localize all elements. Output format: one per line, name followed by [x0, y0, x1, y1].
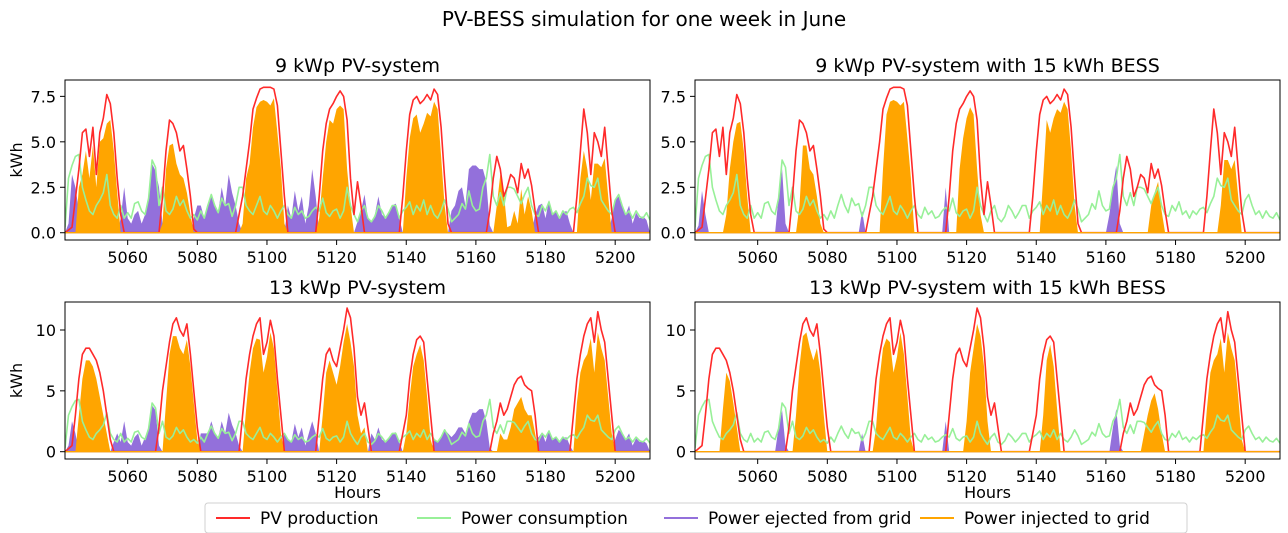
y-tick-label: 2.5 [31, 178, 56, 197]
x-tick-label: 5120 [316, 248, 357, 267]
y-axis-label: kWh [7, 142, 26, 177]
x-tick-label: 5080 [807, 248, 848, 267]
legend: PV production Power consumption Power ej… [204, 502, 1188, 533]
plot-area [695, 86, 1280, 234]
area-power-ejected-from-grid [65, 405, 650, 452]
y-tick-label: 10 [36, 321, 56, 340]
x-tick-label: 5100 [877, 248, 918, 267]
y-tick-label: 5.0 [31, 133, 56, 152]
y-tick-label: 7.5 [31, 87, 56, 106]
line-pv-production [65, 307, 650, 453]
x-tick-label: 5160 [1086, 467, 1127, 486]
x-tick-label: 5120 [946, 248, 987, 267]
legend-label-pv-production: PV production [260, 509, 379, 529]
x-tick-label: 5140 [386, 248, 427, 267]
area-power-ejected-from-grid [695, 409, 1124, 452]
y-tick-label: 7.5 [661, 87, 686, 106]
legend-label-power-consumption: Power consumption [461, 509, 628, 529]
x-tick-label: 5200 [595, 467, 636, 486]
x-tick-label: 5200 [1225, 248, 1266, 267]
area-power-injected-to-grid [65, 323, 650, 452]
x-tick-label: 5080 [177, 467, 218, 486]
x-tick-label: 5180 [1155, 467, 1196, 486]
y-tick-label: 0.0 [661, 224, 686, 243]
chart-panels: 5060 5080 5100 5120 5140 5160 5180 52000.02.55.… [7, 55, 1281, 502]
x-tick-label: 5160 [1086, 248, 1127, 267]
x-tick-label: 5060 [107, 467, 148, 486]
area-power-ejected-from-grid [65, 163, 650, 233]
x-tick-label: 5080 [807, 467, 848, 486]
plot-area [65, 307, 650, 453]
subplot-title: 9 kWp PV-system [275, 55, 440, 77]
subplot-title: 13 kWp PV-system with 15 kWh BESS [809, 277, 1166, 299]
x-axis-label: Hours [964, 483, 1011, 502]
line-power-consumption [65, 398, 650, 449]
axes-frame [694, 301, 1281, 460]
y-tick-label: 0 [46, 443, 56, 462]
x-tick-label: 5140 [386, 467, 427, 486]
x-tick-label: 5120 [946, 467, 987, 486]
y-axis-label: kWh [7, 363, 26, 398]
x-tick-label: 5120 [316, 467, 357, 486]
plot-area [695, 307, 1280, 453]
y-tick-label: 10 [666, 321, 686, 340]
figure-title: PV-BESS simulation for one week in June [442, 7, 846, 31]
x-tick-label: 5080 [177, 248, 218, 267]
x-tick-label: 5140 [1016, 248, 1057, 267]
chart-panel-2: 5060 5080 5100 5120 5140 5160 5180 5200 0.0 2.5 5.… [661, 55, 1281, 267]
area-power-injected-to-grid [695, 100, 1280, 233]
y-tick-label: 2.5 [661, 178, 686, 197]
chart-panel-1: 5060 5080 5100 5120 5140 5160 5180 5200 0.0 2.5 5.… [7, 55, 651, 267]
x-tick-label: 5060 [737, 248, 778, 267]
y-tick-label: 5 [676, 382, 686, 401]
legend-label-power-ejected: Power ejected from grid [708, 509, 911, 529]
area-power-injected-to-grid [65, 98, 650, 233]
x-tick-label: 5180 [1155, 248, 1196, 267]
x-tick-label: 5100 [247, 248, 288, 267]
x-tick-label: 5160 [456, 248, 497, 267]
y-tick-label: 0 [676, 443, 686, 462]
x-tick-label: 5060 [737, 467, 778, 486]
x-tick-label: 5200 [595, 248, 636, 267]
axes-frame [64, 301, 651, 460]
line-pv-production [695, 86, 1280, 234]
subplot-title: 13 kWp PV-system [269, 277, 446, 299]
legend-label-power-injected: Power injected to grid [964, 509, 1150, 529]
x-tick-label: 5100 [247, 467, 288, 486]
axes-frame [64, 79, 651, 241]
line-pv-production [65, 86, 650, 234]
y-tick-label: 5.0 [661, 133, 686, 152]
plot-area [65, 86, 650, 234]
x-tick-label: 5100 [877, 467, 918, 486]
x-tick-label: 5160 [456, 467, 497, 486]
y-tick-label: 0.0 [31, 224, 56, 243]
line-pv-production [695, 307, 1280, 453]
chart-panel-4: 5060 5080 5100 5120 5140 5160 5180 5200 0 5 10 13 k… [666, 277, 1281, 502]
x-axis-label: Hours [334, 483, 381, 502]
x-tick-label: 5180 [525, 467, 566, 486]
x-tick-label: 5180 [525, 248, 566, 267]
area-power-ejected-from-grid [695, 165, 1124, 233]
line-power-consumption [695, 398, 1280, 449]
area-power-injected-to-grid [695, 323, 1280, 452]
chart-panel-3: 5060 5080 5100 5120 5140 5160 5180 5200 0 5 10 13 k… [7, 277, 651, 502]
subplot-title: 9 kWp PV-system with 15 kWh BESS [815, 55, 1160, 77]
axes-frame [694, 79, 1281, 241]
x-tick-label: 5060 [107, 248, 148, 267]
x-tick-label: 5140 [1016, 467, 1057, 486]
y-tick-label: 5 [46, 382, 56, 401]
x-tick-label: 5200 [1225, 467, 1266, 486]
